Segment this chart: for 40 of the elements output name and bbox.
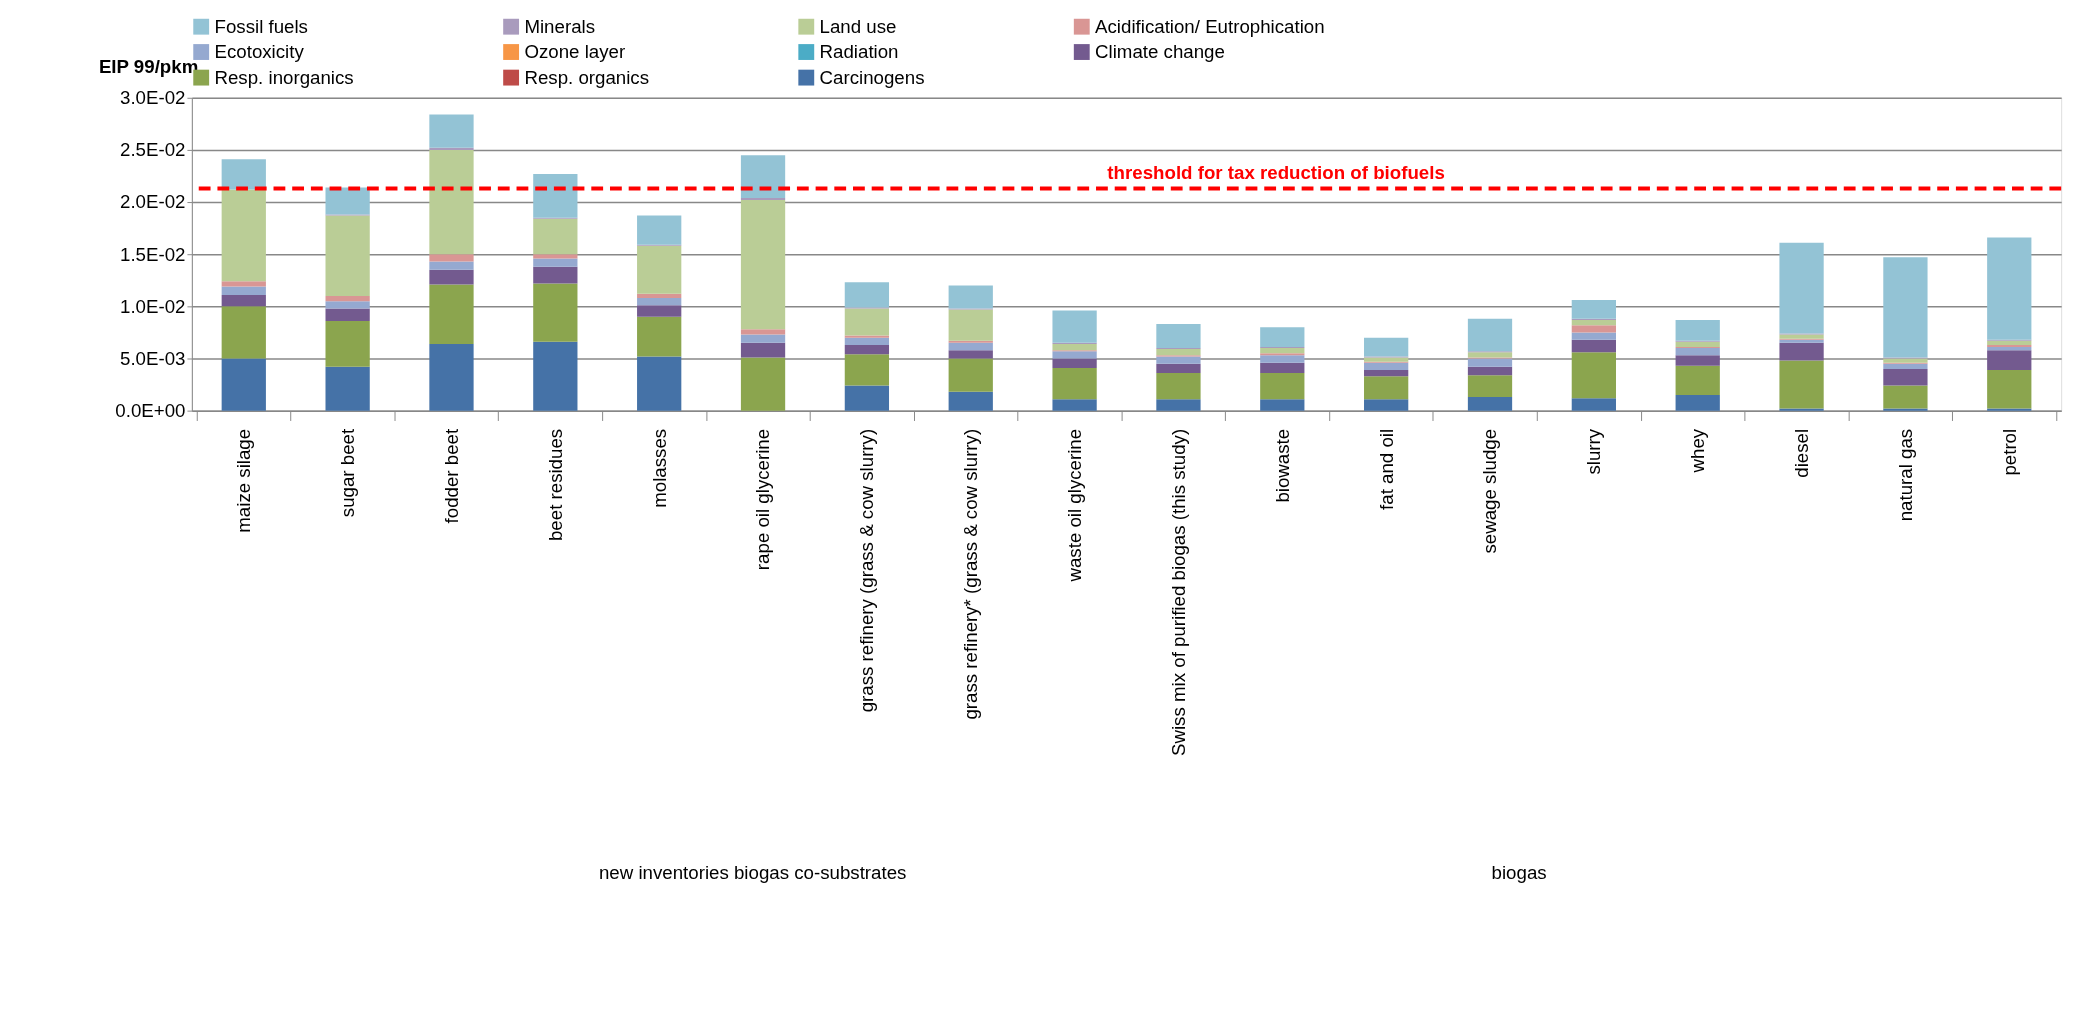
y-tick-label: 0.0E+00 [115,400,186,422]
ref-line-label: threshold for tax reduction of biofuels [1107,161,1445,183]
legend-label: Climate change [1095,40,1225,62]
x-tick-label: sewage sludge [1479,428,1501,554]
x-tick-label: biowaste [1271,428,1293,503]
text: new inventories biogas co-substrates [598,861,907,883]
x-tick-label: whey [1687,428,1709,474]
x-tick-label: petrol [1998,428,2020,476]
legend-label: Resp. inorganics [214,66,354,88]
x-tick-label: Swiss mix of purified biogas (this study) [1167,428,1189,756]
x-tick-label: fat and oil [1375,428,1397,510]
x-tick-label: maize silage [233,428,255,533]
x-tick-label: slurry [1583,428,1605,475]
legend-label: Ozone layer [524,40,626,62]
x-tick-label: fodder beet [440,428,462,524]
x-tick-label: molasses [648,428,670,508]
y-tick-label: 2.0E-02 [120,191,186,213]
x-tick-label: natural gas [1894,428,1916,522]
y-tick-label: 2.5E-02 [120,139,186,161]
y-tick-label: 1.5E-02 [120,243,186,265]
x-tick-label: grass refinery (grass & cow slurry) [856,428,878,713]
legend-label: Fossil fuels [214,15,308,37]
x-tick-label: waste oil glycerine [1063,428,1085,583]
legend-label: Radiation [819,40,899,62]
legend-label: Minerals [524,15,596,37]
legend-label: Resp. organics [524,66,650,88]
y-axis-title: EIP 99/pkm [98,55,199,77]
y-tick-label: 3.0E-02 [120,87,186,109]
text: biogas [1491,861,1547,883]
legend-label: Ecotoxicity [214,40,305,62]
legend-label: Acidification/ Eutrophication [1095,15,1325,37]
x-tick-label: rape oil glycerine [752,428,774,571]
legend-label: Land use [819,15,897,37]
y-tick-label: 1.0E-02 [120,295,186,317]
x-tick-label: beet residues [544,428,566,542]
x-tick-label: diesel [1790,428,1812,478]
x-tick-label: sugar beet [337,428,359,518]
legend-label: Carcinogens [819,66,925,88]
x-tick-label: grass refinery* (grass & cow slurry) [960,428,982,720]
y-tick-label: 5.0E-03 [120,347,186,369]
